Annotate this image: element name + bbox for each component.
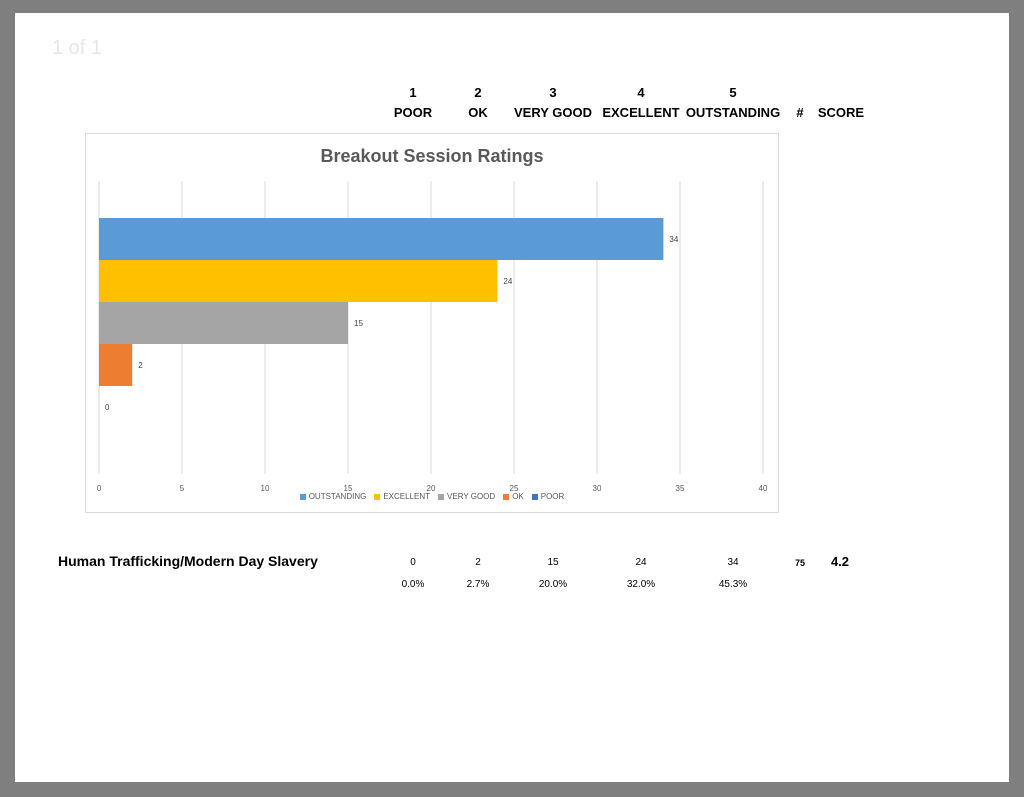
bar-ok bbox=[99, 344, 133, 386]
count-ok: 2 bbox=[475, 557, 481, 568]
x-tick-label-10: 10 bbox=[261, 484, 270, 493]
legend-item-poor: POOR bbox=[531, 492, 565, 501]
document-page: 1 of 1 1 2 3 4 5 POOR OK VERY GOOD EXCEL… bbox=[15, 13, 1009, 782]
header-number-1: 1 bbox=[409, 85, 417, 100]
legend-label-very-good: VERY GOOD bbox=[447, 492, 496, 501]
legend-swatch-ok bbox=[503, 493, 510, 500]
count-outstanding: 34 bbox=[727, 557, 739, 568]
session-score: 4.2 bbox=[830, 554, 850, 569]
session-name: Human Trafficking/Modern Day Slavery bbox=[58, 553, 318, 569]
x-tick-label-5: 5 bbox=[180, 484, 185, 493]
count-very-good: 15 bbox=[547, 557, 559, 568]
header-count: # bbox=[796, 105, 804, 120]
data-label-very-good: 15 bbox=[354, 319, 363, 328]
legend-swatch-outstanding bbox=[299, 493, 306, 500]
header-label-very-good: VERY GOOD bbox=[513, 105, 593, 120]
header-label-poor: POOR bbox=[393, 105, 433, 120]
header-score: SCORE bbox=[817, 105, 865, 120]
legend-item-very-good: VERY GOOD bbox=[438, 492, 495, 501]
x-tick-label-25: 25 bbox=[510, 484, 519, 493]
page-indicator: 1 of 1 bbox=[52, 37, 103, 59]
header-label-ok: OK bbox=[468, 105, 488, 120]
legend-label-excellent: EXCELLENT bbox=[383, 492, 431, 501]
legend-label-ok: OK bbox=[512, 492, 524, 501]
percent-very-good: 20.0% bbox=[538, 579, 568, 590]
x-tick-label-30: 30 bbox=[593, 484, 602, 493]
data-label-poor: 0 bbox=[105, 403, 110, 412]
percent-excellent: 32.0% bbox=[626, 579, 656, 590]
header-number-3: 3 bbox=[549, 85, 557, 100]
x-tick-label-40: 40 bbox=[759, 484, 768, 493]
bar-excellent bbox=[99, 260, 498, 302]
legend-item-ok: OK bbox=[503, 492, 524, 501]
chart-container: Breakout Session Ratings 0 5 10 15 20 25 30 35 4… bbox=[85, 133, 779, 513]
chart-legend: OUTSTANDING EXCELLENT VERY GOOD OK POOR bbox=[86, 492, 778, 501]
header-number-5: 5 bbox=[729, 85, 737, 100]
data-label-excellent: 24 bbox=[503, 277, 512, 286]
header-number-2: 2 bbox=[474, 85, 482, 100]
x-tick-label-0: 0 bbox=[97, 484, 102, 493]
header-label-excellent: EXCELLENT bbox=[602, 105, 680, 120]
legend-label-outstanding: OUTSTANDING bbox=[308, 492, 367, 501]
header-label-outstanding: OUTSTANDING bbox=[685, 105, 781, 120]
legend-item-outstanding: OUTSTANDING bbox=[299, 492, 367, 501]
x-tick-label-20: 20 bbox=[427, 484, 436, 493]
legend-swatch-excellent bbox=[374, 493, 381, 500]
total-count: 75 bbox=[794, 558, 805, 568]
data-label-ok: 2 bbox=[138, 361, 143, 370]
percent-ok: 2.7% bbox=[466, 579, 490, 590]
data-label-outstanding: 34 bbox=[669, 235, 678, 244]
chart-title: Breakout Session Ratings bbox=[320, 146, 544, 166]
x-tick-label-15: 15 bbox=[344, 484, 353, 493]
count-excellent: 24 bbox=[635, 557, 647, 568]
legend-swatch-very-good bbox=[438, 493, 445, 500]
x-tick-label-35: 35 bbox=[676, 484, 685, 493]
bar-outstanding bbox=[99, 218, 664, 260]
legend-item-excellent: EXCELLENT bbox=[374, 492, 430, 501]
percent-poor: 0.0% bbox=[401, 579, 425, 590]
bar-very-good bbox=[99, 302, 348, 344]
legend-swatch-poor bbox=[531, 493, 538, 500]
header-number-4: 4 bbox=[637, 85, 645, 100]
legend-label-poor: POOR bbox=[540, 492, 565, 501]
percent-outstanding: 45.3% bbox=[718, 579, 748, 590]
count-poor: 0 bbox=[410, 557, 416, 568]
